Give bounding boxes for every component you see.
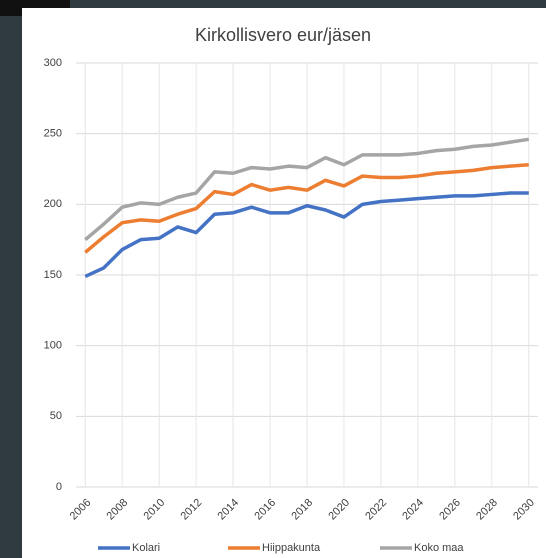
legend-label: Hiippakunta — [262, 542, 321, 554]
y-tick-label: 100 — [44, 340, 62, 352]
y-tick-label: 200 — [44, 198, 62, 210]
y-tick-label: 150 — [44, 269, 62, 281]
y-tick-label: 300 — [44, 57, 62, 69]
chart-panel — [22, 8, 546, 558]
y-tick-label: 0 — [56, 481, 62, 493]
y-tick-label: 250 — [44, 128, 62, 140]
y-tick-label: 50 — [50, 410, 62, 422]
legend-label: Kolari — [132, 542, 160, 554]
series-line — [84, 191, 529, 279]
legend-label: Koko maa — [414, 542, 464, 554]
series-line — [84, 137, 530, 242]
series-line — [84, 163, 529, 254]
chart-title: Kirkollisvero eur/jäsen — [195, 25, 371, 45]
